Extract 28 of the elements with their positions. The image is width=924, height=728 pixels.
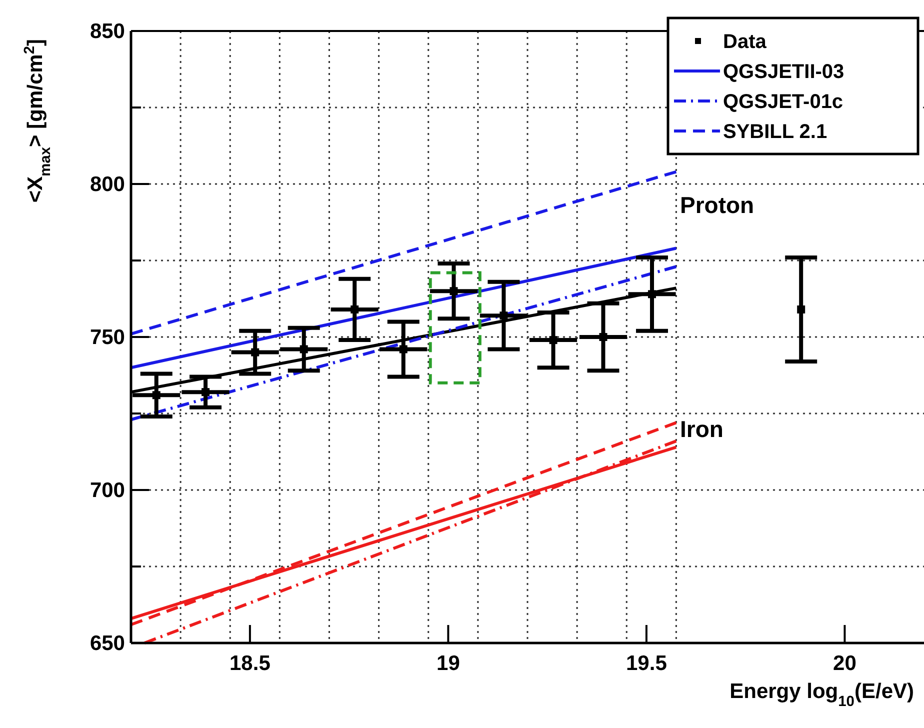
- point: [500, 312, 508, 320]
- x-tick-label: 20: [833, 652, 856, 675]
- point: [300, 345, 308, 354]
- point: [399, 345, 408, 354]
- point: [450, 287, 458, 296]
- legend-label: QGSJET-01c: [723, 91, 844, 113]
- point: [251, 348, 260, 356]
- x-axis-title: Energy log$_{10}$(E/eV): [730, 680, 914, 710]
- y-tick-label: 850: [90, 20, 125, 43]
- point: [797, 305, 806, 314]
- point: [549, 336, 558, 344]
- point: [599, 333, 608, 341]
- annotation: Proton: [680, 192, 754, 218]
- y-tick-label: 650: [90, 632, 125, 655]
- x-tick-label: 18.5: [230, 652, 271, 675]
- legend-label: Data: [723, 31, 768, 53]
- x-tick-label: 19: [436, 652, 460, 675]
- y-tick-label: 750: [90, 326, 125, 349]
- legend-label: QGSJETII-03: [723, 61, 844, 83]
- y-tick-label: 800: [90, 173, 125, 196]
- y-tick-label: 700: [90, 479, 125, 502]
- x-tick-label: 19.5: [626, 652, 668, 675]
- annotation: Iron: [680, 416, 724, 442]
- point: [202, 388, 210, 396]
- point: [648, 290, 656, 298]
- point: [152, 391, 160, 400]
- point: [350, 305, 359, 314]
- legend-label: SYBILL 2.1: [723, 121, 828, 143]
